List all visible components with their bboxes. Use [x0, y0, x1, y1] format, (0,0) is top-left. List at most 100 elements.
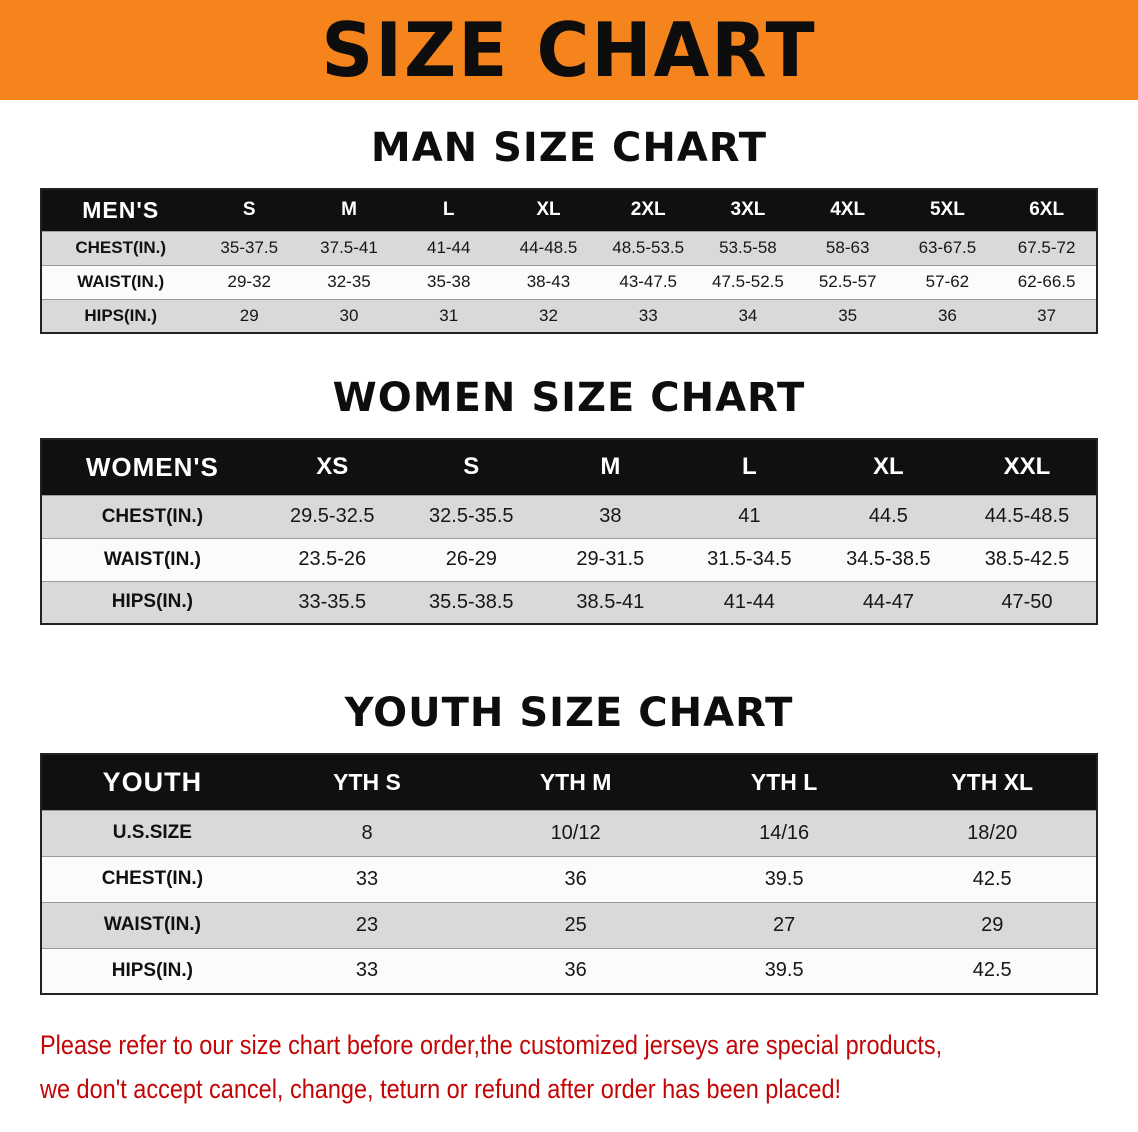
size-value-cell: 8 — [361, 821, 373, 844]
size-value-cell: 31 — [439, 305, 459, 325]
size-value-cell: 43-47.5 — [619, 272, 678, 291]
size-value-cell: 14/16 — [759, 821, 810, 844]
size-value-cell: 44-47 — [862, 590, 914, 613]
disclaimer-line-2: we don't accept cancel, change, teturn o… — [40, 1074, 842, 1105]
size-value-cell: 23 — [355, 913, 379, 936]
size-value-cell: 25 — [564, 913, 587, 936]
size-value-cell: 35-37.5 — [220, 238, 279, 257]
size-column-header: L — [742, 453, 757, 481]
table-row: CHEST(IN.) 29.5-32.5 32.5-35.5 38 41 44.5 44.5… — [41, 495, 1097, 538]
size-column-header: M — [341, 199, 357, 221]
size-column-header: XXL — [1003, 453, 1051, 481]
size-column-header: 5XL — [929, 199, 965, 221]
row-label: CHEST(IN.) — [101, 505, 204, 527]
size-column-header: 6XL — [1029, 199, 1065, 221]
table-corner-label: WOMEN'S — [85, 451, 219, 482]
size-column-header: XS — [316, 453, 349, 481]
disclaimer-line-1: Please refer to our size chart before or… — [40, 1030, 943, 1060]
size-value-cell: 35-38 — [426, 272, 471, 291]
table-header-row: MEN'S S M L XL 2XL 3XL 4XL 5XL 6XL — [41, 189, 1097, 231]
size-value-cell: 32 — [539, 305, 558, 325]
size-value-cell: 36 — [564, 959, 587, 982]
row-label: U.S.SIZE — [112, 822, 192, 843]
size-column-header: M — [600, 453, 621, 481]
size-value-cell: 33 — [638, 305, 658, 325]
size-value-cell: 53.5-58 — [719, 238, 777, 257]
size-value-cell: 38-43 — [526, 272, 571, 291]
size-value-cell: 33 — [355, 867, 379, 890]
size-column-header: 2XL — [630, 199, 666, 221]
size-value-cell: 57-62 — [925, 272, 970, 291]
size-value-cell: 62-66.5 — [1017, 272, 1076, 291]
table-header-row: YOUTH YTH S YTH M YTH L YTH XL — [41, 754, 1097, 810]
size-value-cell: 38.5-42.5 — [984, 548, 1070, 570]
size-column-header: YTH L — [750, 768, 818, 795]
page-title: SIZE CHART — [321, 6, 817, 94]
size-value-cell: 18/20 — [967, 821, 1018, 844]
size-value-cell: 29 — [239, 305, 259, 325]
size-value-cell: 52.5-57 — [818, 272, 877, 291]
size-value-cell: 27 — [773, 913, 796, 936]
size-value-cell: 41 — [738, 505, 761, 527]
size-value-cell: 26-29 — [445, 548, 497, 570]
size-value-cell: 44.5 — [868, 505, 908, 527]
size-column-header: L — [442, 199, 455, 221]
size-value-cell: 42.5 — [972, 959, 1012, 982]
size-value-cell: 29-31.5 — [576, 548, 645, 570]
size-column-header: S — [242, 199, 256, 221]
youth-section-heading: YOUTH SIZE CHART — [344, 690, 794, 736]
size-column-header: XL — [873, 453, 904, 481]
size-value-cell: 48.5-53.5 — [612, 238, 685, 257]
size-value-cell: 42.5 — [972, 867, 1012, 890]
size-column-header: 3XL — [730, 199, 766, 221]
men-section-heading: MAN SIZE CHART — [370, 125, 768, 171]
size-value-cell: 63-67.5 — [918, 238, 977, 257]
disclaimer: Please refer to our size chart before or… — [40, 1029, 1138, 1106]
size-value-cell: 35.5-38.5 — [429, 590, 514, 613]
table-row: CHEST(IN.) 35-37.5 37.5-41 41-44 44-48.5 48.5… — [41, 231, 1097, 265]
size-value-cell: 30 — [339, 305, 359, 325]
table-header-row: WOMEN'S XS S M L XL XXL — [41, 439, 1097, 495]
size-column-header: XL — [536, 199, 561, 221]
size-column-header: YTH S — [333, 768, 401, 795]
size-value-cell: 36 — [937, 305, 957, 325]
table-row: HIPS(IN.) 29 30 31 32 33 34 35 36 37 — [41, 299, 1097, 333]
women-section-heading: WOMEN SIZE CHART — [332, 375, 806, 421]
size-value-cell: 29-32 — [227, 272, 271, 291]
size-value-cell: 23.5-26 — [298, 548, 367, 570]
row-label: CHEST(IN.) — [101, 868, 204, 889]
size-value-cell: 33 — [355, 959, 379, 982]
row-label: WAIST(IN.) — [103, 914, 201, 935]
size-column-header: YTH M — [539, 768, 612, 795]
table-corner-label: MEN'S — [82, 196, 160, 223]
size-value-cell: 39.5 — [764, 959, 804, 982]
size-value-cell: 32-35 — [327, 272, 371, 291]
women-size-table: WOMEN'S XS S M L XL XXL CHEST(IN.) 29.5-32.5 32.5… — [40, 438, 1098, 625]
table-row: WAIST(IN.) 29-32 32-35 35-38 38-43 43-47.5 47.… — [41, 265, 1097, 299]
size-column-header: YTH XL — [951, 768, 1034, 795]
size-value-cell: 34.5-38.5 — [846, 548, 931, 570]
size-value-cell: 38.5-41 — [576, 590, 645, 613]
size-column-header: 4XL — [830, 199, 866, 221]
size-value-cell: 67.5-72 — [1017, 238, 1076, 257]
row-label: WAIST(IN.) — [77, 272, 165, 291]
table-row: HIPS(IN.) 33 36 39.5 42.5 — [41, 948, 1097, 994]
size-value-cell: 39.5 — [764, 867, 804, 890]
size-value-cell: 29 — [981, 913, 1004, 936]
youth-size-section: YOUTH SIZE CHART YOUTH YTH S YTH M YTH L YTH… — [0, 689, 1138, 995]
size-value-cell: 44-48.5 — [519, 238, 578, 257]
size-value-cell: 33-35.5 — [298, 590, 367, 613]
men-size-section: MAN SIZE CHART MEN'S S M L XL 2XL 3XL 4XL 5XL 6XL… — [0, 124, 1138, 334]
table-corner-label: YOUTH — [102, 766, 203, 797]
men-size-table: MEN'S S M L XL 2XL 3XL 4XL 5XL 6XL CHEST(IN.) 35-37… — [40, 188, 1098, 334]
size-value-cell: 10/12 — [550, 821, 601, 844]
size-value-cell: 34 — [738, 305, 758, 325]
size-value-cell: 44.5-48.5 — [984, 505, 1070, 527]
size-value-cell: 58-63 — [825, 238, 870, 257]
size-value-cell: 35 — [838, 305, 858, 325]
table-row: U.S.SIZE 8 10/12 14/16 18/20 — [41, 810, 1097, 856]
row-label: WAIST(IN.) — [103, 548, 201, 570]
size-value-cell: 47.5-52.5 — [712, 272, 784, 291]
table-row: CHEST(IN.) 33 36 39.5 42.5 — [41, 856, 1097, 902]
